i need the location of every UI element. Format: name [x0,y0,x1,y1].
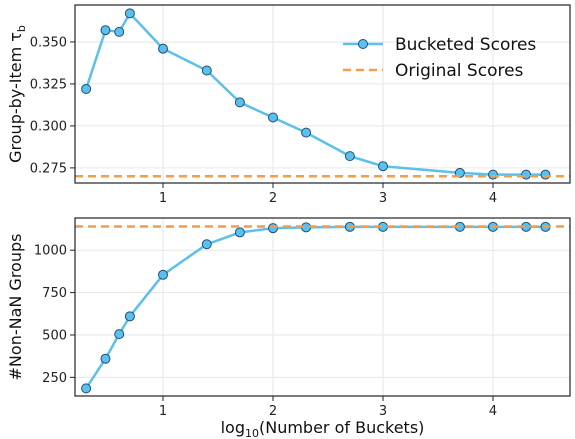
y-tick-label: 1000 [34,244,67,259]
y-tick-label: 500 [42,328,67,343]
axes-frame [74,4,571,184]
data-point [100,25,111,36]
data-point [114,26,125,37]
data-point [124,8,135,19]
legend-bucketed-label: Bucketed Scores [395,35,536,55]
x-tick-label: 1 [159,404,167,419]
data-point [158,269,168,280]
plot-area [75,5,570,183]
y-tick-label: 0.300 [30,119,67,134]
data-point [158,43,168,54]
data-point [268,223,278,234]
data-point [301,127,312,138]
data-point [378,161,388,172]
y-tick-label: 250 [42,371,67,386]
x-axis-label: log10(Number of Buckets) [221,418,425,439]
data-point [114,329,125,340]
x-tick-label: 3 [379,404,387,419]
y-tick-label: 0.325 [30,77,67,92]
x-tick-label: 1 [159,191,167,206]
x-tick-label: 4 [489,404,497,419]
x-tick-label: 4 [489,191,497,206]
data-point [540,169,551,180]
data-point [81,83,92,94]
data-point [344,151,355,162]
legend-bucketed-marker [358,39,368,49]
data-point [268,112,278,123]
x-tick-label: 2 [269,191,277,206]
panel-non-nan-groups: 1 2 3 4 250 500 750 1000 #Non-NaN Groups log10(Nu… [6,217,571,439]
y-tick-label: 0.275 [30,161,67,176]
data-point [488,169,498,180]
axes-frame [74,217,571,397]
legend: Bucketed Scores Original Scores [343,35,536,81]
y-axis-label: #Non-NaN Groups [6,234,25,381]
data-point [234,227,245,238]
data-point [81,383,92,394]
x-tick-label: 2 [269,404,277,419]
plot-area [75,218,570,396]
y-tick-label: 0.350 [30,35,67,50]
y-tick-label: 750 [42,286,67,301]
data-point [124,311,135,322]
legend-original-label: Original Scores [395,61,524,81]
data-point [201,239,212,250]
data-point [201,65,212,76]
x-tick-label: 3 [379,191,387,206]
data-point [100,353,111,364]
y-axis-label: Group-by-Item τb [6,25,28,163]
data-point [234,97,245,108]
data-point [521,169,532,180]
